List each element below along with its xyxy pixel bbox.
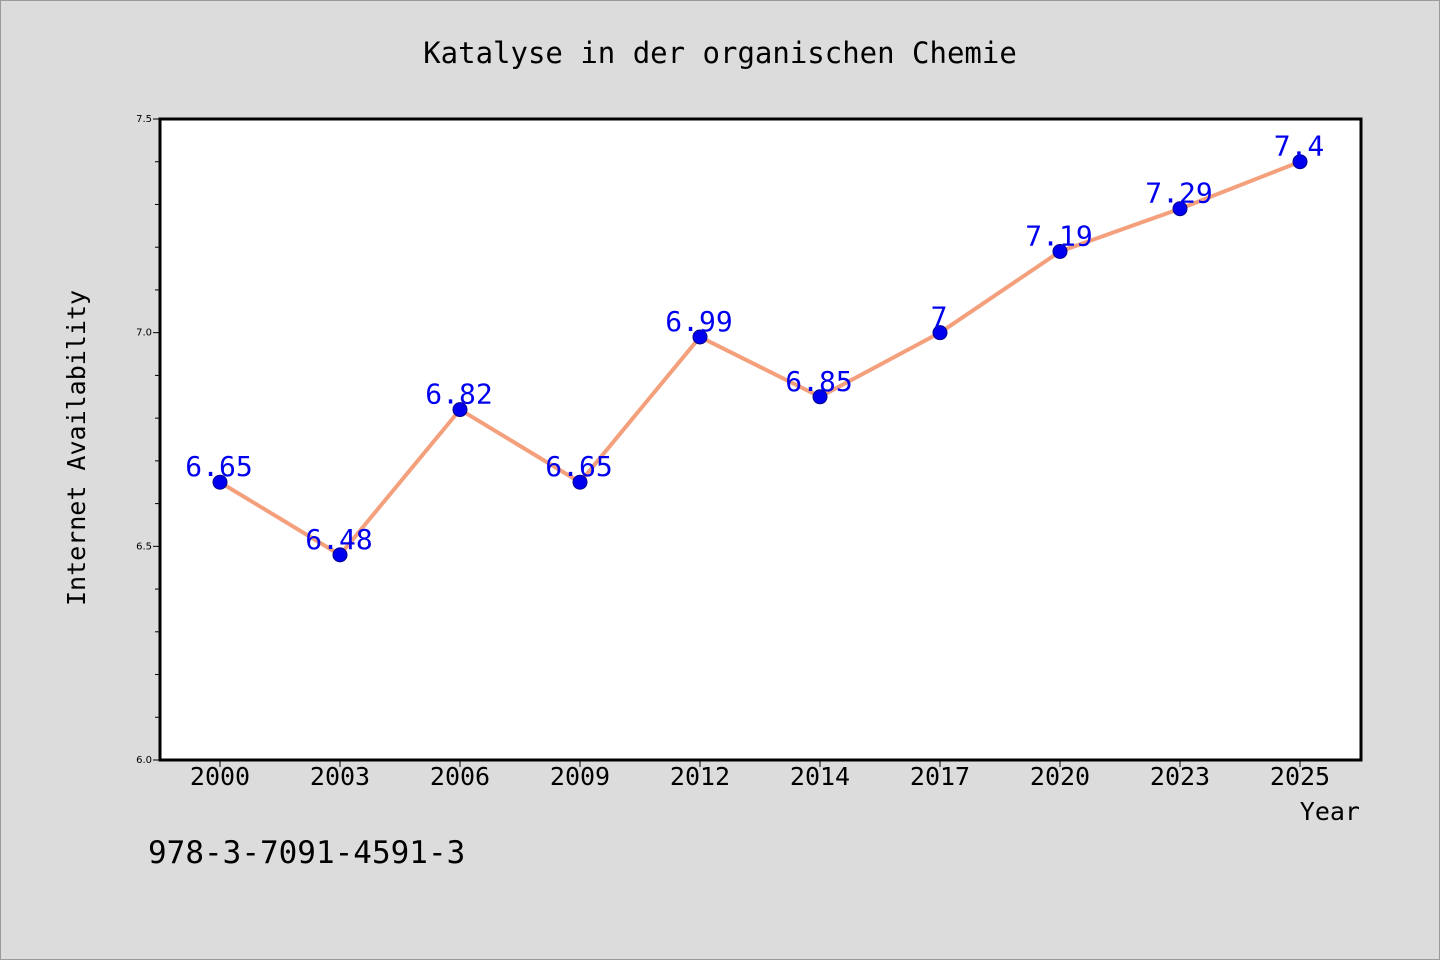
x-tick-label: 2006 [430,762,490,791]
data-label: 6.85 [785,365,852,398]
data-point [332,547,348,563]
y-tick-label: 7.0 [136,328,152,339]
series-layer: 6.65 6.48 6.82 6.65 6.99 6.85 7 7.19 7.29 7.4 [185,130,1325,563]
data-label: 6.48 [305,523,372,556]
plot-area [158,117,1363,762]
y-tick-label: 6.0 [136,755,152,766]
data-label: 7.19 [1025,219,1092,252]
y-tick-label: 7.5 [136,114,152,125]
data-label: 6.99 [665,305,732,338]
x-tick-label: 2000 [190,762,250,791]
x-tick-label: 2014 [790,762,850,791]
x-axis: 2000 2003 2006 2009 2012 2014 2017 2020 2023 2025 [190,760,1330,791]
y-tick-label: 6.5 [136,541,152,552]
data-point [812,389,828,405]
data-point [452,402,468,418]
data-label: 7.4 [1274,130,1325,163]
data-point [572,474,588,490]
data-point [932,325,948,341]
data-label: 7 [931,301,948,334]
data-point [1172,201,1188,217]
y-axis: 6.0 6.5 7.0 7.5 [136,114,160,766]
x-tick-label: 2003 [310,762,370,791]
data-label: 6.65 [545,450,612,483]
x-tick-label: 2012 [670,762,730,791]
x-tick-label: 2020 [1030,762,1090,791]
x-tick-label: 2025 [1270,762,1330,791]
x-tick-label: 2017 [910,762,970,791]
x-axis-label: Year [1300,797,1360,826]
data-point [1052,243,1068,259]
series-line [218,159,1302,557]
x-tick-label: 2009 [550,762,610,791]
x-tick-label: 2023 [1150,762,1210,791]
data-point [692,329,708,345]
chart-title: Katalyse in der organischen Chemie [423,36,1017,70]
data-label: 6.65 [185,450,252,483]
data-label: 7.29 [1145,177,1212,210]
data-point [212,474,228,490]
isbn-text: 978-3-7091-4591-3 [148,835,465,871]
data-label: 6.82 [425,378,492,411]
y-axis-label: Internet Availability [62,290,91,606]
data-point [1292,154,1308,170]
